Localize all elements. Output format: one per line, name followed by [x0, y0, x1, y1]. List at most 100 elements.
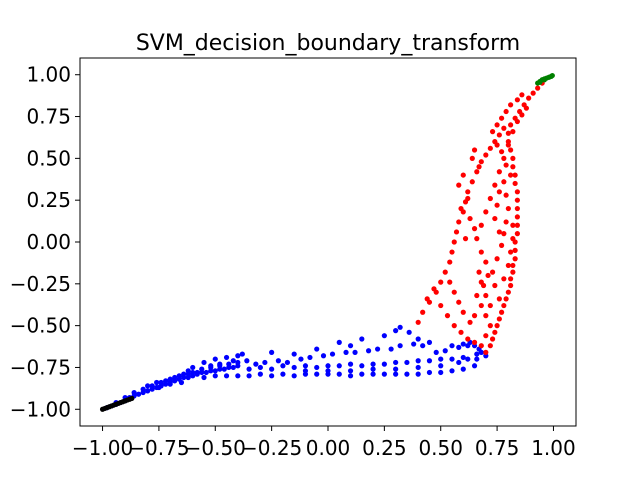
scatter-point	[420, 309, 426, 315]
scatter-point	[438, 356, 444, 362]
scatter-point	[508, 102, 514, 108]
scatter-point	[370, 366, 376, 372]
scatter-point	[485, 272, 491, 279]
scatter-point	[456, 359, 462, 366]
scatter-point	[489, 129, 496, 135]
scatter-point	[503, 162, 509, 168]
scatter-point	[275, 358, 281, 364]
scatter-point	[158, 379, 164, 386]
scatter-point	[426, 369, 433, 376]
scatter-point	[478, 343, 484, 349]
scatter-point	[465, 336, 471, 342]
scatter-point	[469, 155, 475, 161]
scatter-point	[496, 229, 502, 235]
scatter-point	[302, 363, 309, 369]
scatter-point	[478, 222, 484, 228]
scatter-point	[512, 256, 518, 262]
scatter-point	[537, 79, 543, 85]
scatter-point	[501, 125, 507, 131]
scatter-point	[508, 282, 514, 289]
scatter-point	[136, 391, 142, 397]
scatter-point	[343, 349, 349, 355]
scatter-point	[505, 130, 511, 136]
scatter-point	[508, 172, 514, 178]
scatter-point	[246, 366, 252, 372]
scatter-point	[325, 368, 331, 374]
scatter-point	[483, 209, 489, 215]
scatter-point	[496, 316, 502, 322]
scatter-point	[478, 249, 484, 255]
scatter-point	[201, 374, 207, 381]
scatter-point	[406, 329, 412, 335]
scatter-point	[201, 359, 207, 366]
scatter-point	[190, 364, 196, 371]
scatter-point	[541, 77, 548, 83]
scatter-point	[253, 361, 259, 367]
scatter-point	[154, 379, 160, 386]
scatter-point	[284, 359, 291, 366]
scatter-point	[291, 351, 297, 357]
scatter-point	[530, 90, 536, 96]
scatter-point	[471, 363, 478, 369]
scatter-point	[239, 351, 245, 357]
scatter-point	[442, 348, 448, 354]
scatter-point	[492, 282, 498, 289]
scatter-point	[456, 344, 462, 350]
scatter-point	[167, 376, 173, 382]
scatter-point	[505, 205, 511, 212]
x-tick-label: −1.00	[72, 436, 133, 460]
scatter-point	[471, 313, 478, 319]
scatter-point	[483, 333, 489, 339]
scatter-point	[492, 215, 498, 222]
scatter-point	[503, 219, 509, 225]
scatter-point	[499, 309, 505, 315]
scatter-point	[460, 309, 466, 315]
scatter-point	[352, 349, 358, 355]
scatter-point	[415, 364, 421, 371]
scatter-point	[487, 195, 493, 202]
scatter-point	[474, 351, 480, 357]
scatter-point	[194, 369, 200, 376]
scatter-point	[499, 149, 505, 155]
scatter-point	[523, 105, 530, 111]
scatter-point	[156, 384, 162, 391]
scatter-point	[381, 333, 387, 339]
x-tick-label: 0.00	[306, 436, 351, 460]
y-tick-label: 1.00	[26, 63, 71, 87]
scatter-point	[508, 147, 514, 153]
scatter-point	[510, 222, 516, 228]
scatter-point	[501, 155, 507, 161]
scatter-point	[492, 329, 498, 335]
scatter-point	[375, 346, 381, 352]
scatter-point	[508, 122, 514, 128]
y-tick-label: −1.00	[10, 397, 71, 421]
scatter-point	[549, 72, 555, 79]
x-tick-label: −0.50	[185, 436, 246, 460]
scatter-point	[444, 313, 451, 319]
scatter-point	[510, 155, 516, 161]
scatter-point	[465, 356, 471, 362]
scatter-point	[269, 366, 275, 372]
scatter-point	[474, 169, 480, 175]
scatter-point	[467, 215, 473, 222]
scatter-point	[512, 180, 518, 187]
scatter-point	[510, 262, 516, 269]
scatter-point	[483, 349, 489, 355]
scatter-point	[447, 259, 453, 265]
scatter-point	[393, 366, 399, 372]
scatter-point	[336, 363, 342, 369]
scatter-point	[420, 343, 426, 349]
scatter-point	[393, 359, 399, 366]
scatter-point	[496, 169, 502, 175]
scatter-point	[226, 361, 232, 367]
scatter-point	[496, 189, 502, 195]
scatter-point	[438, 279, 444, 285]
scatter-point	[244, 358, 250, 364]
scatter-point	[474, 292, 480, 299]
scatter-point	[347, 361, 354, 367]
y-tick-label: −0.75	[10, 355, 71, 379]
scatter-point	[212, 356, 218, 362]
scatter-point	[458, 329, 464, 335]
x-tick-label: 0.25	[362, 436, 407, 460]
